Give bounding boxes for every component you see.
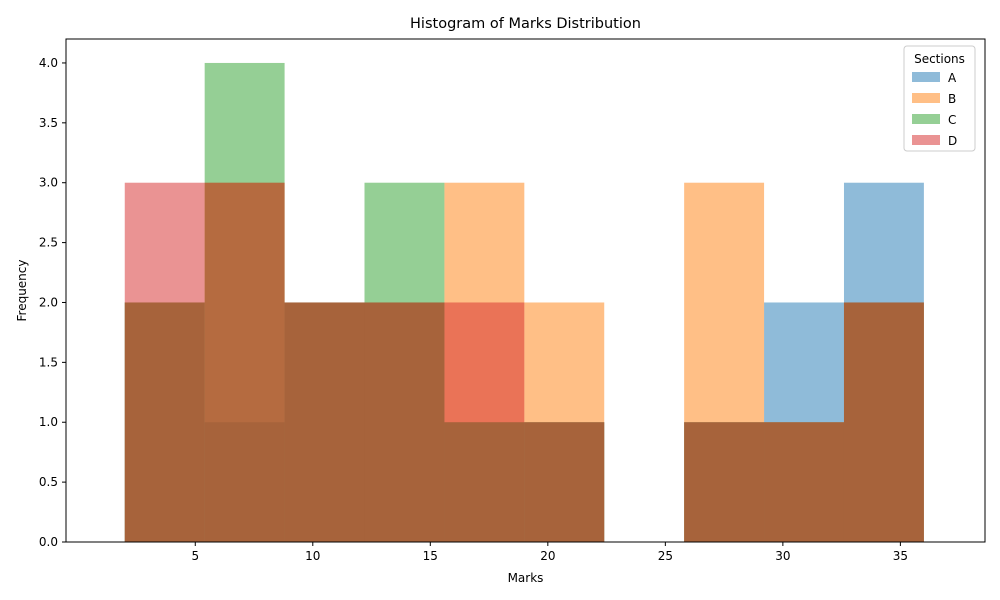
x-tick-label: 30: [775, 549, 790, 563]
y-tick-label: 1.5: [39, 355, 58, 369]
x-tick-label: 35: [893, 549, 908, 563]
y-tick-label: 1.0: [39, 415, 58, 429]
x-tick-label: 5: [191, 549, 199, 563]
legend-title: Sections: [914, 52, 965, 66]
legend-label-d: D: [948, 134, 957, 148]
chart-title: Histogram of Marks Distribution: [410, 16, 641, 32]
legend-swatch-d: [912, 135, 940, 145]
legend-label-c: C: [948, 113, 956, 127]
y-tick-label: 0.0: [39, 535, 58, 549]
x-axis-label: Marks: [508, 571, 544, 585]
x-tick-label: 20: [540, 549, 555, 563]
y-axis-ticks: 0.0 0.5 1.0 1.5 2.0 2.5 3.0 3.5 4.0: [39, 56, 66, 549]
x-tick-label: 10: [305, 549, 320, 563]
x-tick-label: 15: [423, 549, 438, 563]
legend-swatch-a: [912, 72, 940, 82]
bars-layer: [124, 62, 924, 542]
legend-swatch-b: [912, 93, 940, 103]
legend-label-a: A: [948, 71, 957, 85]
legend-swatch-c: [912, 114, 940, 124]
axes-frame: [65, 38, 986, 543]
y-tick-label: 2.5: [39, 236, 58, 250]
bar-d-bin-2: [204, 182, 285, 542]
bar-d-bin-6: [524, 422, 605, 542]
y-axis-label: Frequency: [15, 260, 29, 322]
bar-d-bin-1: [124, 182, 205, 542]
bar-d-bin-10: [843, 302, 924, 542]
bar-d-bin-3: [284, 302, 365, 542]
legend-label-b: B: [948, 92, 956, 106]
y-tick-label: 3.0: [39, 176, 58, 190]
y-tick-label: 2.0: [39, 295, 58, 309]
bar-d-bin-5: [444, 302, 525, 542]
y-tick-label: 0.5: [39, 475, 58, 489]
y-tick-label: 3.5: [39, 116, 58, 130]
bar-d-bin-8: [684, 422, 765, 542]
bar-d-bin-9: [764, 422, 844, 542]
y-tick-label: 4.0: [39, 56, 58, 70]
bar-d-bin-4: [364, 302, 445, 542]
x-axis-ticks: 5 10 15 20 25 30 35: [191, 542, 908, 563]
x-tick-label: 25: [658, 549, 673, 563]
